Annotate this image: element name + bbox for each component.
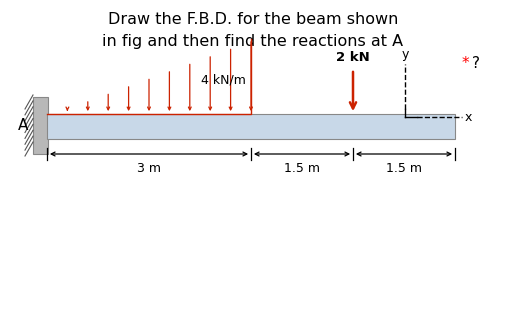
Text: 3 m: 3 m	[137, 162, 161, 175]
Text: 1.5 m: 1.5 m	[284, 162, 320, 175]
Bar	[33, 97, 48, 154]
Text: y: y	[402, 48, 409, 61]
Text: *: *	[462, 56, 475, 71]
Bar	[47, 114, 455, 139]
Text: Draw the F.B.D. for the beam shown: Draw the F.B.D. for the beam shown	[108, 12, 398, 27]
Text: 4 kN/m: 4 kN/m	[201, 74, 246, 87]
Text: A: A	[18, 118, 28, 132]
Text: x: x	[465, 111, 473, 124]
Text: 2 kN: 2 kN	[336, 51, 370, 64]
Text: ?: ?	[472, 56, 480, 71]
Text: 1.5 m: 1.5 m	[386, 162, 422, 175]
Text: in fig and then find the reactions at A: in fig and then find the reactions at A	[102, 34, 404, 49]
